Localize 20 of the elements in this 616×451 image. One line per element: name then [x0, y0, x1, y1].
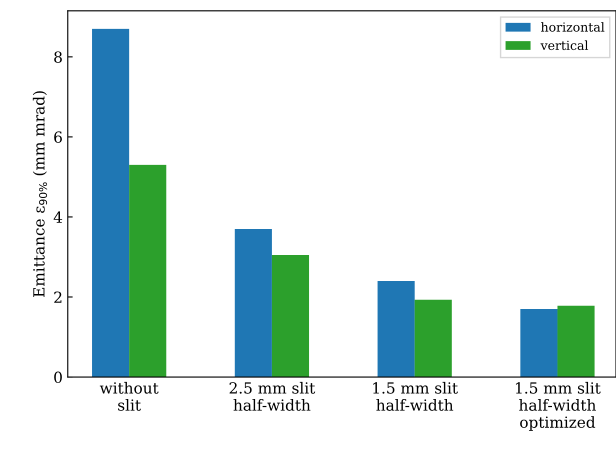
y-tick-label: 0 — [54, 372, 62, 384]
x-tick-label: without slit — [100, 382, 159, 411]
y-axis-title: Emittance ε$_{90%}$ (mm mrad) — [32, 91, 48, 297]
x-tick-label: 1.5 mm slit half-width optimized — [516, 382, 601, 431]
bar — [378, 280, 415, 378]
y-tick-label: 4 — [54, 211, 62, 223]
y-tick-label: 8 — [54, 51, 62, 63]
x-tick-label: 1.5 mm slit half-width — [373, 382, 458, 411]
bar — [520, 308, 558, 378]
bar — [272, 254, 310, 378]
bar — [234, 228, 272, 378]
legend-label: horizontal — [541, 22, 604, 32]
legend-label: vertical — [540, 40, 588, 50]
y-tick-label: 2 — [54, 291, 62, 303]
y-tick-label: 6 — [54, 131, 62, 143]
bar — [129, 164, 166, 378]
bar — [557, 306, 595, 378]
bar — [414, 300, 452, 378]
bar — [92, 28, 130, 378]
x-tick-label: 2.5 mm slit half-width — [230, 382, 316, 411]
